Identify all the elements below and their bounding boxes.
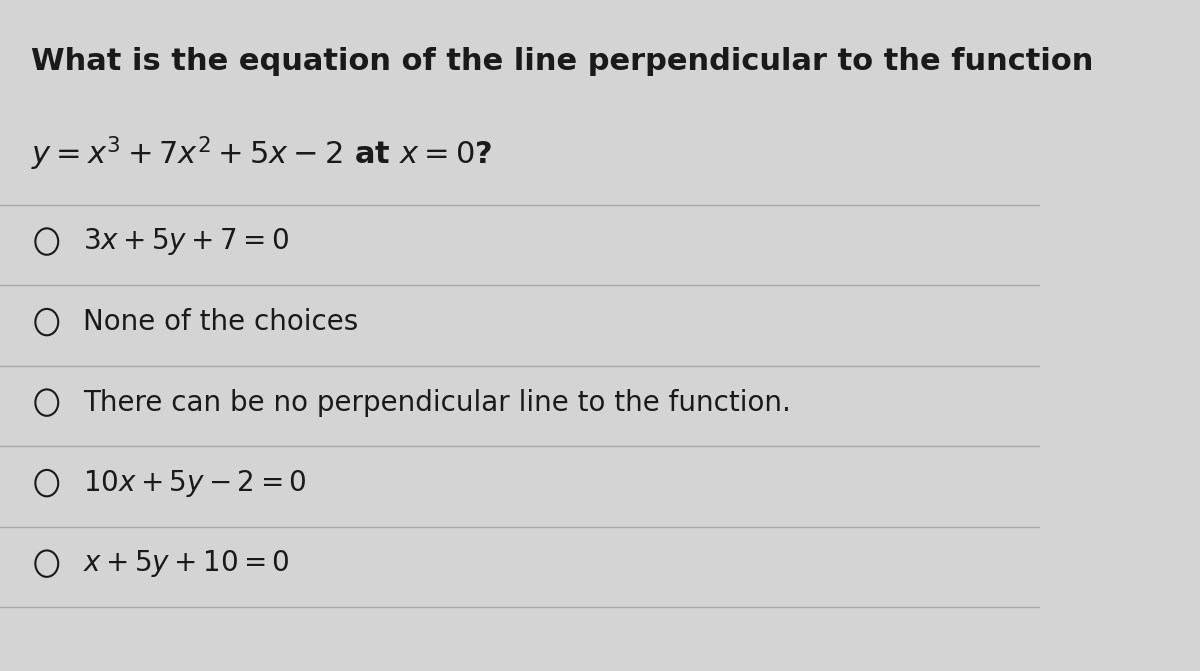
Text: $3x + 5y + 7 = 0$: $3x + 5y + 7 = 0$	[83, 226, 289, 257]
Text: There can be no perpendicular line to the function.: There can be no perpendicular line to th…	[83, 389, 791, 417]
Text: $y = x^3 + 7x^2 + 5x - 2$ at $x = 0$?: $y = x^3 + 7x^2 + 5x - 2$ at $x = 0$?	[31, 134, 493, 172]
Text: None of the choices: None of the choices	[83, 308, 359, 336]
Text: $10x + 5y - 2 = 0$: $10x + 5y - 2 = 0$	[83, 468, 307, 499]
Text: What is the equation of the line perpendicular to the function: What is the equation of the line perpend…	[31, 47, 1093, 76]
Text: $x + 5y + 10 = 0$: $x + 5y + 10 = 0$	[83, 548, 289, 579]
